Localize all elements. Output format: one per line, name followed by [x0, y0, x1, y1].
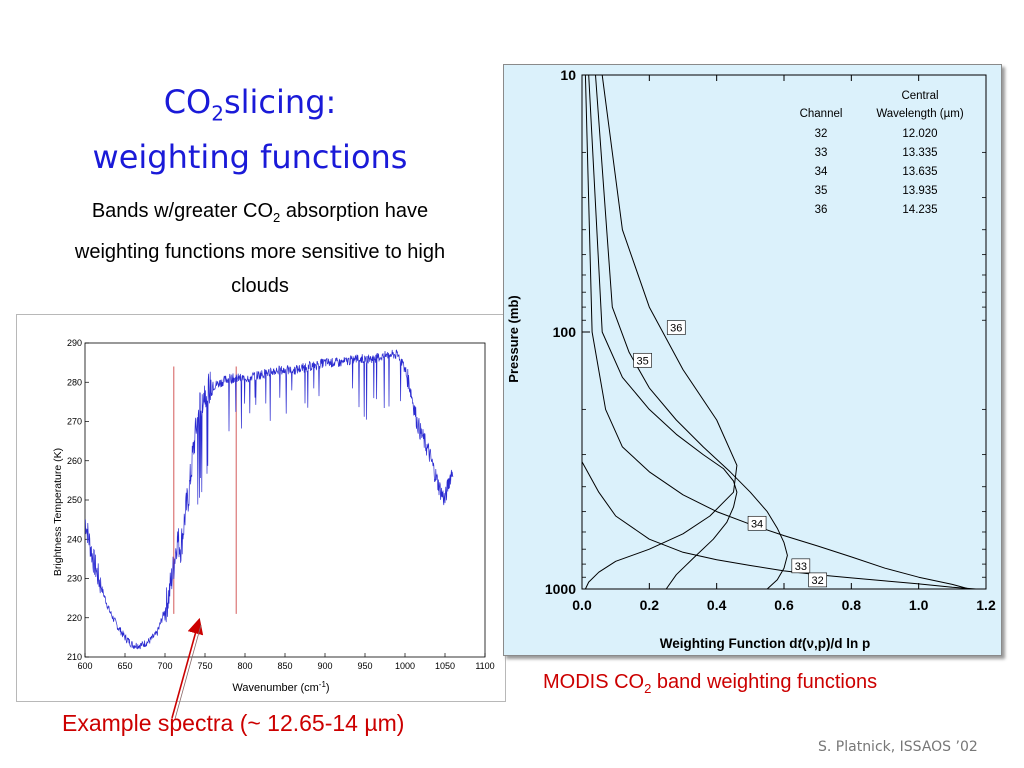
table-header-central: Central — [901, 90, 938, 102]
wf-curve-label-box — [666, 320, 686, 335]
caption-right-part-1: MODIS CO — [543, 671, 645, 693]
table-wavelength-cell: 13.935 — [902, 185, 937, 197]
title-line-1: CO2slicing: — [40, 80, 460, 135]
x-tick-label: 950 — [357, 661, 372, 671]
weighting-function-panel: 0.0 0.2 0.4 0.6 0.8 1.0 1.2 10 100 1000 32 33 34 35 3… — [503, 64, 1002, 656]
y-tick-label: 240 — [67, 534, 82, 544]
x-tick-label: 750 — [197, 661, 212, 671]
caption-right-subscript: 2 — [644, 681, 652, 696]
wf-y-tick-label: 10 — [560, 67, 576, 83]
wf-y-tick-label: 100 — [553, 324, 577, 340]
x-tick-label: 1050 — [435, 661, 455, 671]
wf-x-tick-label: 0.2 — [640, 597, 660, 613]
wf-x-tick-label: 0.8 — [842, 597, 862, 613]
y-tick-label: 230 — [67, 574, 82, 584]
spectrum-xlabel: Wavenumber (cm-1) — [232, 680, 329, 694]
title-slicing: slicing: — [223, 83, 337, 121]
title-co: CO — [163, 83, 212, 121]
x-tick-label: 1100 — [475, 661, 494, 671]
spectrum-line — [85, 349, 454, 650]
x-tick-label: 650 — [117, 661, 132, 671]
wf-curve-label-box — [791, 558, 811, 574]
wf-curve-label: 36 — [670, 323, 682, 335]
weighting-functions-caption: MODIS CO2 band weighting functions — [543, 671, 877, 696]
title-subscript: 2 — [211, 101, 224, 126]
explanation-text: Bands w/greater CO2 absorption have weig… — [60, 194, 460, 303]
wf-curve-label: 35 — [636, 355, 648, 367]
author-credit: S. Platnick, ISSAOS ’02 — [818, 739, 978, 755]
wf-x-tick-label: 1.2 — [976, 597, 996, 613]
y-tick-label: 220 — [67, 613, 82, 623]
table-channel-cell: 33 — [815, 147, 828, 159]
spectrum-series — [85, 349, 454, 650]
y-tick-label: 280 — [67, 377, 82, 387]
wf-curve-36 — [584, 74, 738, 590]
table-header-wavelength: Wavelength (µm) — [876, 108, 964, 120]
spectrum-chart-frame: 600 650 700 750 800 850 900 950 1000 1050 1100 210 2… — [16, 314, 506, 702]
spectrum-plot-box — [84, 342, 486, 658]
wf-x-tick-label: 0.4 — [707, 597, 727, 613]
wf-channel-table: Central Channel Wavelength (µm) 32 12.020 33 1… — [800, 90, 964, 216]
wf-y-tick-label: 1000 — [545, 581, 576, 597]
y-tick-label: 270 — [67, 417, 82, 427]
x-tick-label: 1000 — [395, 661, 415, 671]
x-tick-label: 850 — [277, 661, 292, 671]
wf-curve-label: 34 — [751, 518, 763, 530]
table-wavelength-cell: 13.335 — [902, 147, 937, 159]
table-header-channel: Channel — [800, 108, 843, 120]
spectrum-ylabel: Brightness Temperature (K) — [52, 448, 64, 576]
slide-title: CO2slicing: weighting functions — [40, 80, 460, 179]
wf-curve-34 — [588, 74, 738, 590]
table-channel-cell: 35 — [815, 185, 828, 197]
x-tick-label: 900 — [317, 661, 332, 671]
blurb-part-1: Bands w/greater CO — [91, 200, 274, 222]
table-wavelength-cell: 13.635 — [902, 166, 937, 178]
wf-ylabel: Pressure (mb) — [506, 295, 521, 382]
example-spectra-caption: Example spectra (~ 12.65-14 µm) — [62, 710, 405, 736]
wf-series: 32 33 34 35 36 — [581, 74, 976, 590]
caption-right-part-2: band weighting functions — [651, 671, 878, 693]
table-channel-cell: 34 — [815, 166, 828, 178]
x-tick-label: 600 — [77, 661, 92, 671]
wf-xlabel: Weighting Function dt(ν,p)/d ln p — [660, 636, 871, 651]
wf-curve-label-box — [747, 515, 767, 531]
y-tick-label: 250 — [67, 495, 82, 505]
table-channel-cell: 32 — [815, 128, 828, 140]
title-line-2: weighting functions — [92, 138, 408, 177]
wf-curve-label-box — [808, 572, 827, 588]
x-tick-label: 800 — [237, 661, 252, 671]
wf-curve-32 — [581, 461, 976, 590]
blurb-part-2: absorption have weighting functions more… — [74, 200, 446, 297]
wf-curve-35 — [595, 74, 788, 590]
x-tick-label: 700 — [157, 661, 172, 671]
blurb-subscript: 2 — [273, 210, 281, 225]
table-wavelength-cell: 14.235 — [902, 204, 937, 216]
wf-x-tick-label: 1.0 — [909, 597, 929, 613]
wf-curve-label: 32 — [812, 575, 824, 587]
table-wavelength-cell: 12.020 — [902, 128, 937, 140]
spectrum-axes: 600 650 700 750 800 850 900 950 1000 1050 1100 210 2… — [67, 338, 495, 671]
y-tick-label: 290 — [67, 338, 82, 348]
y-tick-label: 210 — [67, 652, 82, 662]
y-tick-label: 260 — [67, 456, 82, 466]
wf-x-tick-label: 0.6 — [774, 597, 794, 613]
wf-axes: 0.0 0.2 0.4 0.6 0.8 1.0 1.2 10 100 1000 — [545, 67, 996, 613]
wf-x-tick-label: 0.0 — [572, 597, 592, 613]
wf-curve-label-box — [633, 352, 652, 368]
wf-curve-label: 33 — [795, 561, 807, 573]
table-channel-cell: 36 — [815, 204, 828, 216]
spectrum-chart: 600 650 700 750 800 850 900 950 1000 1050 1100 210 2… — [52, 338, 495, 694]
